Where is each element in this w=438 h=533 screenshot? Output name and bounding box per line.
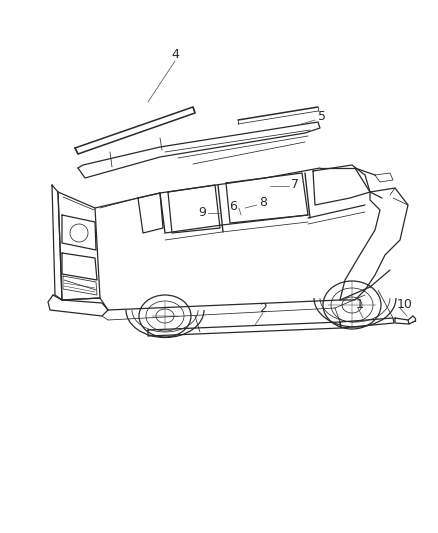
Text: 2: 2: [259, 302, 267, 314]
Text: 9: 9: [198, 206, 206, 219]
Text: 1: 1: [356, 298, 364, 311]
Text: 8: 8: [259, 197, 267, 209]
Text: 6: 6: [229, 200, 237, 214]
Text: 4: 4: [171, 49, 179, 61]
Text: 5: 5: [318, 110, 326, 124]
Text: 10: 10: [397, 298, 413, 311]
Text: 7: 7: [291, 179, 299, 191]
